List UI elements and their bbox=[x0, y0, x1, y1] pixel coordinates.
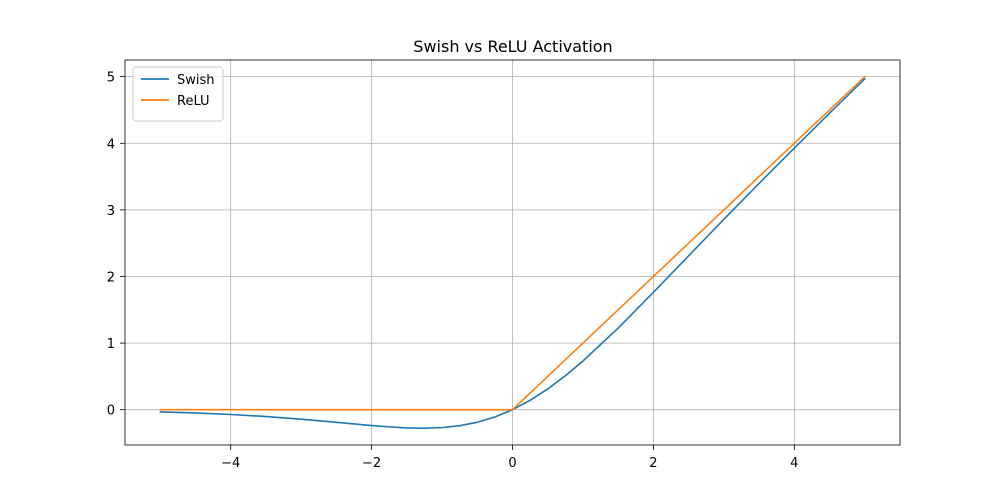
series-lines bbox=[159, 75, 866, 430]
x-tick-label: −2 bbox=[362, 456, 381, 471]
legend-label-swish: Swish bbox=[177, 73, 215, 88]
series-line-swish bbox=[159, 78, 866, 430]
legend-label-relu: ReLU bbox=[177, 94, 210, 109]
y-tick-label: 1 bbox=[107, 337, 115, 352]
axis-ticks: −4 −2 0 2 4 0 1 2 3 4 5 bbox=[107, 71, 799, 471]
legend-box bbox=[132, 66, 224, 122]
x-tick-label: 4 bbox=[790, 456, 798, 471]
y-tick-label: 2 bbox=[107, 270, 115, 285]
x-tick-label: −4 bbox=[221, 456, 240, 471]
y-tick-label: 0 bbox=[107, 404, 115, 419]
x-tick-label: 0 bbox=[508, 456, 516, 471]
y-tick-label: 5 bbox=[107, 71, 115, 86]
y-tick-label: 4 bbox=[107, 137, 115, 152]
legend: Swish ReLU bbox=[132, 66, 224, 122]
y-tick-label: 3 bbox=[107, 204, 115, 219]
series-line-relu bbox=[159, 75, 866, 411]
grid-lines bbox=[125, 60, 900, 445]
x-tick-label: 2 bbox=[649, 456, 657, 471]
chart-title: Swish vs ReLU Activation bbox=[413, 37, 612, 56]
